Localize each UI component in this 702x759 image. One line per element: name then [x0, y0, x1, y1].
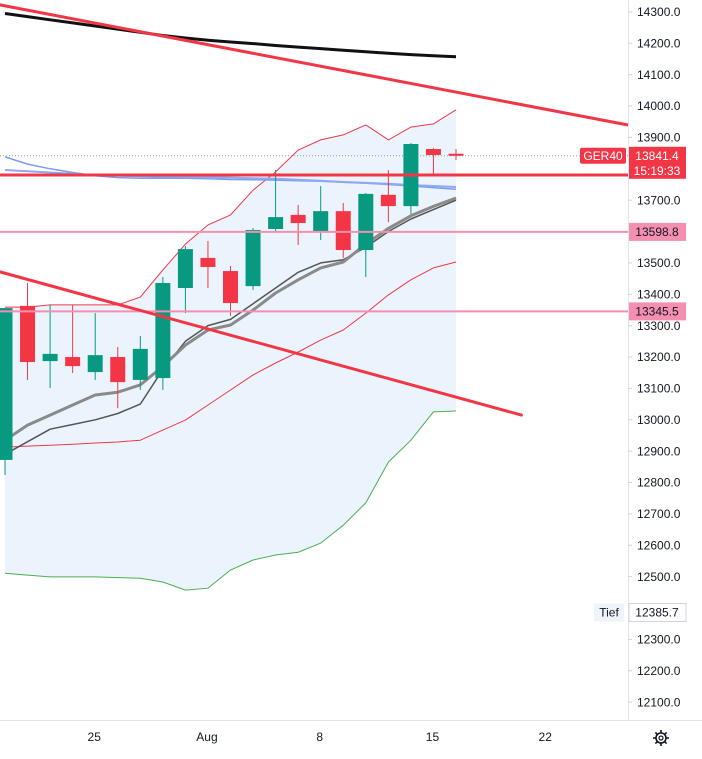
candle-body [110, 357, 126, 383]
candle-body [65, 357, 81, 367]
indicator-line [4, 12, 457, 59]
candle-body [358, 193, 374, 251]
low-tag-label: Tief [599, 606, 619, 620]
x-tick-label: Aug [196, 730, 217, 744]
trend-line [0, 3, 629, 127]
candle-body [313, 211, 329, 233]
y-tick-label: 12500.0 [637, 570, 681, 584]
level-label: 13345.5 [635, 305, 679, 319]
y-tick-label: 14200.0 [637, 36, 681, 50]
gear-hub[interactable] [658, 735, 664, 741]
y-tick-label: 14100.0 [637, 68, 681, 82]
trend-line [0, 270, 523, 417]
y-tick-label: 12600.0 [637, 538, 681, 552]
candle-body [335, 211, 351, 251]
y-tick-label: 12300.0 [637, 633, 681, 647]
candle-body [132, 348, 148, 380]
level-label: 13598.8 [635, 225, 679, 239]
candle-body [177, 249, 193, 288]
y-tick-label: 13900.0 [637, 131, 681, 145]
indicator-line [4, 261, 457, 448]
y-tick-label: 14000.0 [637, 99, 681, 113]
candle-body [448, 153, 464, 156]
candle-body [268, 217, 284, 230]
y-tick-label: 13100.0 [637, 382, 681, 396]
y-tick-label: 13000.0 [637, 413, 681, 427]
candle-body [155, 282, 171, 379]
settings-gear[interactable] [653, 730, 669, 746]
candle-body [245, 229, 261, 287]
band-lower [4, 410, 457, 591]
candle-body [380, 194, 396, 207]
y-tick-label: 12800.0 [637, 476, 681, 490]
y-tick-label: 13700.0 [637, 193, 681, 207]
y-tick-label: 13400.0 [637, 287, 681, 301]
y-tick-label: 12700.0 [637, 507, 681, 521]
candle-body [42, 353, 58, 362]
candle-body [20, 305, 36, 363]
axes: 14300.0 14200.0 14100.0 14000.0 13900.0 13700… [88, 5, 681, 744]
indicator-line [4, 196, 457, 442]
candle-body [425, 149, 441, 155]
candle-body [0, 308, 13, 460]
low-value-label: 12385.7 [635, 606, 679, 620]
y-tick-label: 13300.0 [637, 319, 681, 333]
last-price-badge [629, 146, 686, 179]
y-tick-label: 12100.0 [637, 695, 681, 709]
countdown-label: 15:19:33 [634, 164, 681, 178]
y-tick-label: 13200.0 [637, 350, 681, 364]
y-tick-label: 13500.0 [637, 256, 681, 270]
plot-area [0, 3, 629, 591]
y-tick-label: 12900.0 [637, 444, 681, 458]
candle-body [87, 355, 103, 373]
last-price-label: 13841.4 [635, 149, 679, 163]
y-tick-label: 14300.0 [637, 5, 681, 19]
x-tick-label: 25 [88, 730, 102, 744]
candle-body [290, 214, 306, 224]
level-badge [629, 302, 686, 321]
x-tick-label: 8 [316, 730, 323, 744]
symbol-label: GER40 [583, 149, 623, 163]
band-upper [5, 109, 457, 308]
x-tick-label: 22 [539, 730, 553, 744]
y-tick-label: 12200.0 [637, 664, 681, 678]
price-badges: 13598.8 13345.5 GER40 13841.415:19:33 Tief 12… [580, 146, 687, 622]
gear-teeth[interactable] [653, 730, 669, 746]
low-badge-tag [594, 603, 624, 622]
low-badge [628, 602, 687, 622]
symbol-badge [580, 147, 626, 164]
candle-body [223, 271, 238, 304]
x-tick-label: 15 [426, 730, 440, 744]
level-badge [629, 222, 686, 241]
candle-body [200, 257, 216, 267]
indicator-line [4, 199, 457, 455]
